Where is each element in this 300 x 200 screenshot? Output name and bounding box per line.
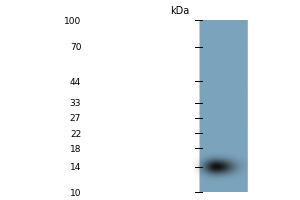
Text: kDa: kDa — [170, 6, 189, 16]
